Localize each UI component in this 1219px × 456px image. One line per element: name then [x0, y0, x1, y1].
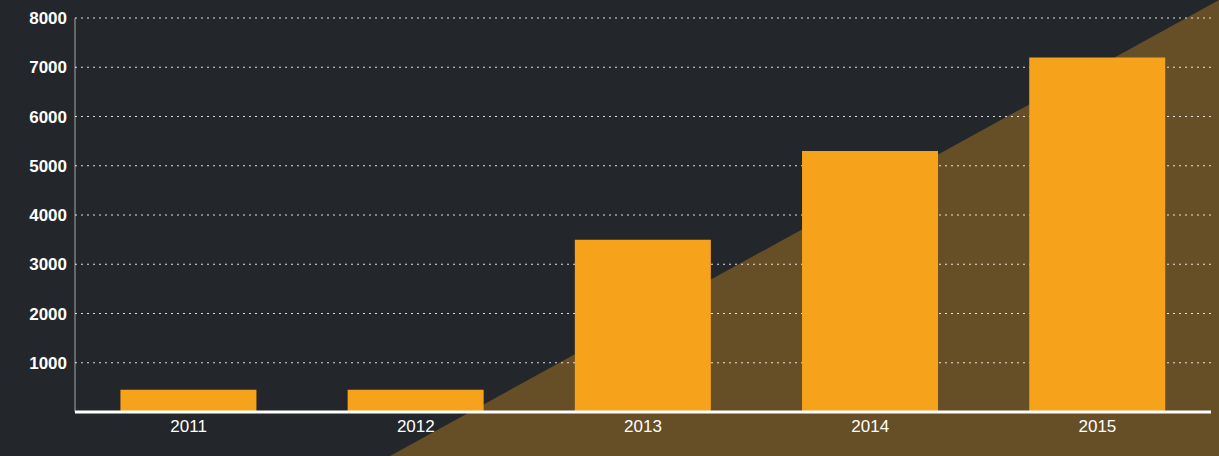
svg-text:4000: 4000	[29, 206, 67, 225]
svg-text:6000: 6000	[29, 108, 67, 127]
svg-text:2000: 2000	[29, 305, 67, 324]
svg-text:2012: 2012	[397, 417, 435, 436]
svg-text:1000: 1000	[29, 354, 67, 373]
svg-text:3000: 3000	[29, 255, 67, 274]
svg-text:2015: 2015	[1078, 417, 1116, 436]
svg-text:5000: 5000	[29, 157, 67, 176]
svg-text:8000: 8000	[29, 9, 67, 28]
svg-text:2014: 2014	[851, 417, 889, 436]
svg-text:7000: 7000	[29, 58, 67, 77]
svg-text:2013: 2013	[624, 417, 662, 436]
svg-text:2011: 2011	[170, 417, 207, 436]
